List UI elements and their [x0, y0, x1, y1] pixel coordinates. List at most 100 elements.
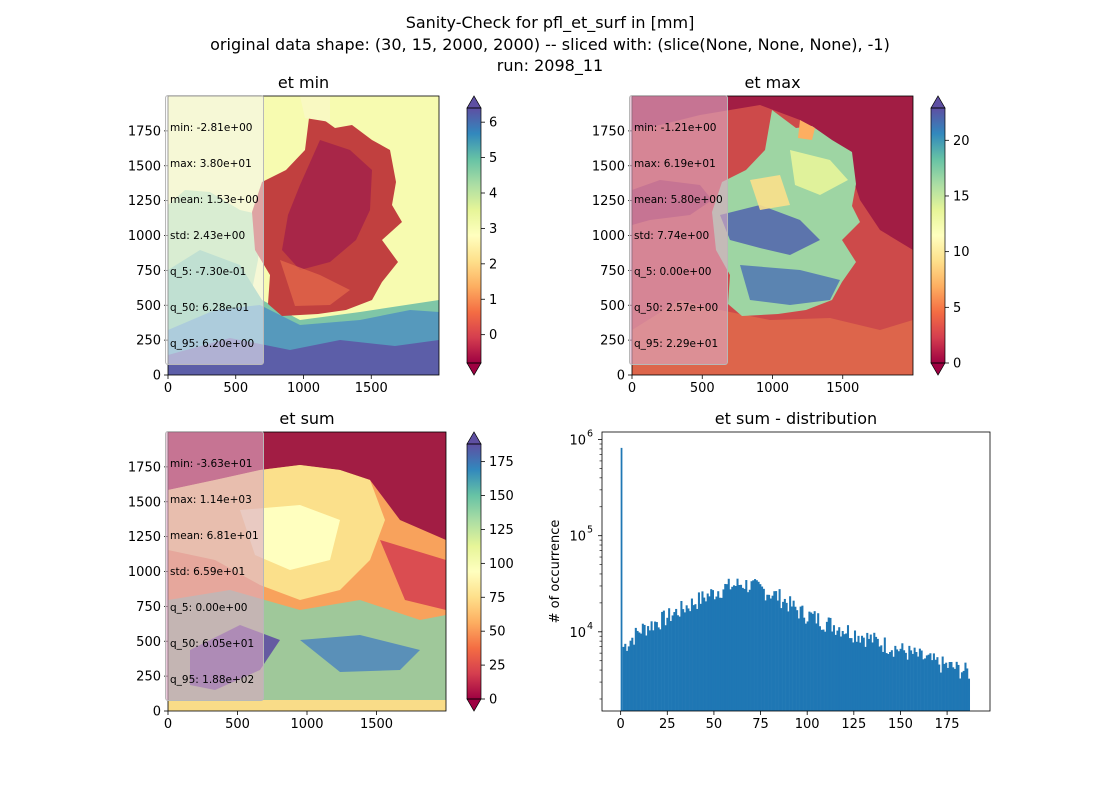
- histogram-bar: [852, 642, 855, 711]
- et-max-axes: 0 500 1000 1500 0 250 500 750 1000 1250 1500 1750: [592, 124, 859, 396]
- histogram-bar: [626, 650, 629, 711]
- colorbar-extend-min: [930, 362, 946, 376]
- histogram-bar: [717, 591, 720, 711]
- histogram-bar: [790, 606, 793, 711]
- histogram-bar: [925, 655, 928, 711]
- stat-line: mean: 1.53e+00: [170, 194, 259, 206]
- histogram-bar: [638, 632, 641, 711]
- x-tick-label: 150: [888, 717, 913, 732]
- histogram-bar: [918, 648, 921, 711]
- figure-subtitle: original data shape: (30, 15, 2000, 2000…: [210, 35, 890, 54]
- colorbar-tick-label: 0: [489, 693, 497, 708]
- y-tick-label: 1000: [128, 565, 161, 580]
- histogram-bar: [743, 588, 746, 711]
- x-tick-label: 125: [841, 717, 866, 732]
- histogram-bar: [641, 623, 644, 711]
- stat-line: max: 3.80e+01: [170, 158, 252, 170]
- histogram-bar: [662, 610, 665, 711]
- y-tick-label: 500: [600, 299, 625, 314]
- histogram-bar: [880, 645, 883, 711]
- histogram-bar: [636, 630, 639, 711]
- et-min-colorbar: 0 1 2 3 4 5 6: [466, 95, 497, 376]
- y-tick-label: 1000: [592, 229, 625, 244]
- stat-line: q_5: -7.30e-01: [170, 266, 247, 278]
- histogram-bar: [699, 603, 702, 711]
- histogram-bar: [754, 579, 757, 711]
- histogram-bar: [661, 611, 664, 711]
- histogram-bar: [952, 667, 955, 711]
- histogram-bar: [655, 622, 658, 711]
- y-tick-label: 0: [153, 705, 161, 720]
- stat-line: std: 7.74e+00: [634, 230, 710, 242]
- histogram-bar: [706, 593, 709, 711]
- x-tick-label: 0: [164, 381, 172, 396]
- histogram-bar: [724, 583, 727, 711]
- x-tick-label: 0: [164, 717, 172, 732]
- histogram-bar: [876, 638, 879, 711]
- colorbar-gradient: [467, 444, 481, 699]
- colorbar-tick-label: 75: [489, 591, 506, 606]
- histogram-bar: [892, 656, 895, 711]
- x-tick-label: 500: [225, 717, 250, 732]
- histogram-bar: [713, 599, 716, 711]
- histogram-bar: [794, 606, 797, 711]
- histogram-bar: [710, 589, 713, 711]
- histogram-bar: [711, 590, 714, 711]
- histogram-bar: [846, 625, 850, 711]
- histogram-bar: [769, 598, 772, 711]
- histogram-bar: [780, 608, 783, 711]
- histogram-bar: [775, 591, 778, 711]
- histogram-bar: [822, 629, 825, 711]
- histogram-bar: [666, 617, 669, 711]
- panel-et-sum: et sum 0 500 1000 1500025050075010001250150…: [128, 409, 514, 732]
- histogram-bar: [859, 642, 862, 711]
- histogram-bar: [690, 598, 693, 711]
- histogram-bar: [899, 648, 902, 711]
- et-sum-stats-box: min: -3.63e+01 max: 1.14e+03 mean: 6.81e…: [165, 431, 264, 701]
- stat-line: max: 6.19e+01: [634, 158, 716, 170]
- y-tick-label: 0: [617, 369, 625, 384]
- colorbar-gradient: [931, 108, 945, 363]
- histogram-bar: [829, 617, 832, 711]
- x-tick-label: 1500: [360, 717, 393, 732]
- histogram-bar: [773, 591, 776, 711]
- histogram-bar: [694, 604, 697, 711]
- y-tick-label: 500: [136, 635, 161, 650]
- et-sum-title: et sum: [279, 409, 334, 428]
- colorbar-tick-label: 0: [489, 328, 497, 343]
- histogram-bar: [725, 584, 729, 711]
- stat-line: q_50: 2.57e+00: [634, 302, 719, 314]
- histogram-bar: [731, 586, 734, 711]
- histogram-bar: [966, 668, 969, 711]
- histogram-bar: [732, 585, 736, 711]
- stat-line: q_95: 1.88e+02: [170, 674, 255, 686]
- histogram-bar: [796, 610, 799, 711]
- colorbar-tick-label: 6: [489, 116, 497, 131]
- histogram-bar: [627, 646, 630, 711]
- x-tick-label: 0: [628, 381, 636, 396]
- histogram-bar: [964, 662, 967, 711]
- histogram-bar: [818, 626, 821, 711]
- histogram-bar: [806, 621, 809, 711]
- stat-line: min: -3.63e+01: [170, 458, 253, 470]
- histogram-bar: [939, 672, 942, 711]
- colorbar-tick-label: 1: [489, 293, 497, 308]
- histogram-bar: [697, 592, 700, 711]
- x-tick-label: 1500: [355, 381, 388, 396]
- histogram-bar: [736, 578, 739, 711]
- y-tick-exponent: 6: [587, 429, 593, 440]
- histogram-bar: [827, 617, 830, 711]
- histogram-bar: [941, 656, 944, 711]
- histogram-bar: [652, 630, 655, 711]
- histogram-bar: [678, 616, 681, 711]
- histogram-bar: [764, 600, 767, 711]
- histogram-bar: [839, 636, 843, 711]
- y-tick-exponent: 4: [587, 621, 593, 632]
- colorbar-gradient: [467, 108, 481, 363]
- histogram-bar: [782, 601, 785, 711]
- histogram-bar: [740, 584, 743, 711]
- histogram-bar: [680, 600, 683, 711]
- colorbar-tick-label: 0: [953, 357, 961, 372]
- colorbar-tick-label: 25: [489, 659, 506, 674]
- colorbar-tick-label: 100: [489, 557, 514, 572]
